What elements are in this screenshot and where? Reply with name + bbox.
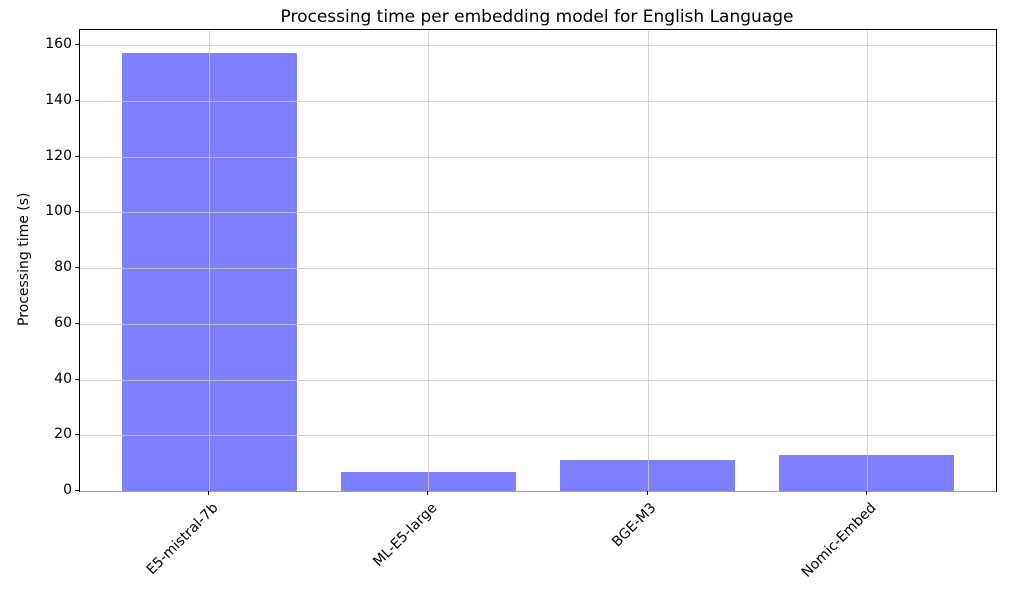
x-tick-label: BGE-M3 [609, 500, 660, 551]
y-tick-mark [75, 211, 79, 213]
y-tick-label: 100 [45, 203, 72, 220]
y-tick-label: 60 [54, 314, 72, 331]
x-tick-mark [208, 491, 210, 495]
gridline-horizontal [80, 491, 996, 492]
y-tick-label: 80 [54, 259, 72, 276]
gridline-horizontal [80, 268, 996, 270]
y-tick-mark [75, 322, 79, 324]
gridline-horizontal [80, 212, 996, 214]
gridline-horizontal [80, 45, 996, 47]
y-tick-label: 40 [54, 370, 72, 387]
gridline-vertical [209, 30, 211, 491]
y-tick-mark [75, 434, 79, 436]
y-tick-mark [75, 378, 79, 380]
gridline-vertical [866, 30, 868, 491]
x-tick-label: Nomic-Embed [798, 500, 880, 581]
bar [340, 471, 517, 491]
bar [559, 459, 736, 491]
bar [779, 455, 955, 491]
gridline-horizontal [80, 435, 996, 437]
gridline-horizontal [80, 100, 996, 102]
bar [121, 53, 297, 491]
gridline-vertical [428, 30, 430, 491]
y-tick-mark [75, 44, 79, 46]
x-tick-mark [646, 491, 648, 495]
gridline-vertical [647, 30, 649, 491]
y-tick-mark [75, 155, 79, 157]
x-tick-label: ML-E5-large [370, 500, 441, 570]
y-tick-label: 20 [54, 426, 72, 443]
chart-title: Processing time per embedding model for … [280, 7, 794, 27]
x-tick-mark [865, 491, 867, 495]
x-tick-label: E5-mistral-7b [143, 500, 222, 578]
gridline-horizontal [80, 323, 996, 325]
y-tick-mark [75, 490, 79, 491]
gridline-horizontal [80, 156, 996, 158]
x-tick-mark [427, 491, 429, 495]
y-tick-mark [75, 99, 79, 101]
y-tick-label: 0 [63, 482, 72, 498]
gridline-horizontal [80, 379, 996, 381]
y-tick-mark [75, 267, 79, 269]
y-tick-label: 120 [45, 147, 72, 164]
y-tick-label: 140 [45, 91, 72, 108]
y-tick-label: 160 [45, 36, 72, 53]
plot-area [79, 29, 997, 492]
